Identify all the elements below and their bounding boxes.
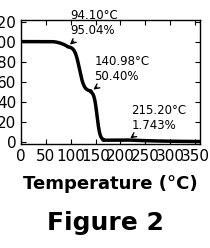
- Text: 215.20°C
1.743%: 215.20°C 1.743%: [131, 104, 186, 138]
- Text: Figure 2: Figure 2: [47, 211, 163, 235]
- Text: 94.10°C
95.04%: 94.10°C 95.04%: [71, 9, 118, 44]
- X-axis label: Temperature (°C): Temperature (°C): [23, 175, 197, 193]
- Text: 140.98°C
50.40%: 140.98°C 50.40%: [94, 55, 149, 89]
